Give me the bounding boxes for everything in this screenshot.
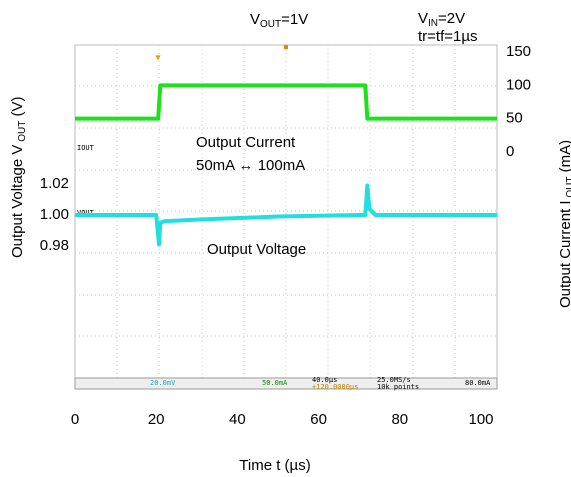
condition-sub: IN	[428, 18, 438, 29]
title: VOUT=1V	[250, 11, 308, 30]
series-label: Output Current	[196, 134, 296, 151]
title-rest: =1V	[281, 11, 308, 28]
title-main: V	[250, 11, 260, 28]
trigger-marker: ▼	[154, 52, 163, 62]
status-text: 20.0mV	[150, 379, 176, 387]
y-tick-label: 0.98	[40, 237, 69, 254]
position-marker	[284, 45, 288, 49]
series-line	[75, 83, 498, 121]
y2-axis-label: Output Current I OUT (mA)	[557, 140, 571, 308]
y2-axis-label-main: Output Current I	[557, 200, 571, 308]
channel-label: IOUT	[77, 144, 95, 152]
condition-main: V	[418, 10, 428, 27]
y-axis-label-main: Output Voltage V	[9, 145, 26, 258]
y2-tick-label: 100	[506, 76, 531, 93]
y2-axis-label-sub: OUT	[565, 177, 571, 201]
status-text: 40.0µs	[312, 376, 337, 384]
x-tick-label: 0	[71, 411, 79, 428]
status-text: 10k points	[377, 383, 419, 391]
scope-screen	[74, 44, 498, 379]
status-text: 25.0MS/s	[377, 376, 411, 384]
x-tick-label: 20	[148, 411, 165, 428]
status-bar	[74, 377, 498, 390]
y2-axis-label-rest: (mA)	[557, 140, 571, 177]
condition-main: tr=tf=1µs	[418, 28, 478, 45]
annotation: 50mA ↔ 100mA	[196, 157, 305, 174]
title-sub: OUT	[260, 19, 281, 30]
y2-tick-label: 0	[506, 143, 514, 160]
y-tick-label: 1.02	[40, 175, 69, 192]
x-tick-label: 40	[229, 411, 246, 428]
x-tick-label: 60	[310, 411, 327, 428]
status-text: +120.0000µs	[312, 383, 358, 391]
y-axis-label-rest: (V)	[9, 97, 26, 121]
y2-tick-label: 150	[506, 43, 531, 60]
x-tick-label: 80	[391, 411, 408, 428]
y-axis-label-sub: OUT	[17, 121, 28, 145]
x-tick-label: 100	[468, 411, 493, 428]
y-axis-label: Output Voltage V OUT (V)	[9, 97, 28, 258]
status-text: 80.0mA	[465, 379, 491, 387]
series-line	[75, 183, 498, 247]
condition: VIN=2V	[418, 10, 465, 29]
condition: tr=tf=1µs	[418, 28, 478, 45]
x-axis-label: Time t (µs)	[239, 457, 310, 474]
y2-tick-label: 50	[506, 110, 523, 127]
condition-rest: =2V	[438, 10, 465, 27]
series-label: Output Voltage	[207, 241, 306, 258]
status-text: 50.0mA	[262, 379, 288, 387]
y-tick-label: 1.00	[40, 206, 69, 223]
